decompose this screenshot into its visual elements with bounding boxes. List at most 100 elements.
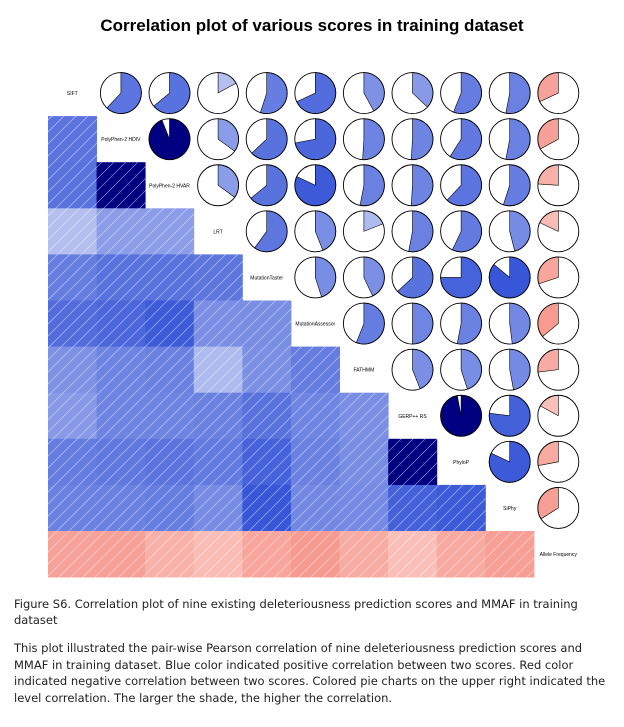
correlation-pie-outline: [342, 302, 385, 345]
correlation-square-hatch: [242, 484, 292, 532]
correlation-square-hatch: [96, 208, 146, 255]
variable-label: LRT: [213, 229, 222, 235]
correlation-pie-outline: [537, 118, 580, 161]
correlation-square-hatch: [436, 531, 486, 578]
correlation-square-hatch: [48, 531, 97, 578]
correlation-pie-outline: [440, 164, 483, 207]
correlation-pie-outline: [294, 256, 337, 299]
correlation-plot: SIFT PolyPhen-2 HDIV PolyPhen-2 HVAR LRT Mut…: [48, 72, 580, 578]
correlation-square-hatch: [145, 208, 195, 255]
correlation-pie-outline: [440, 210, 483, 253]
variable-label: MutationAssessor: [295, 322, 335, 328]
correlation-pie-outline: [197, 164, 240, 207]
correlation-pie-outline: [391, 164, 434, 207]
correlation-pie-outline: [537, 256, 580, 299]
correlation-pie-outline: [391, 210, 434, 253]
correlation-square-hatch: [96, 531, 146, 578]
correlation-square-hatch: [388, 438, 438, 486]
correlation-square-hatch: [193, 392, 243, 440]
correlation-pie-slice: [509, 348, 531, 391]
figure-caption: Figure S6. Correlation plot of nine exis…: [14, 596, 614, 706]
correlation-square-hatch: [96, 438, 146, 486]
correlation-square-hatch: [339, 484, 389, 532]
correlation-pie-slice: [362, 118, 385, 160]
correlation-square-hatch: [145, 300, 195, 347]
correlation-pie-outline: [537, 72, 580, 115]
correlation-square-hatch: [291, 531, 340, 578]
correlation-pie-outline: [148, 72, 191, 115]
correlation-pie-outline: [488, 302, 531, 345]
correlation-square-hatch: [48, 392, 97, 440]
correlation-pie-outline: [537, 348, 580, 391]
correlation-square-hatch: [48, 484, 97, 532]
correlation-square-hatch: [193, 484, 243, 532]
correlation-square-hatch: [242, 392, 292, 440]
correlation-pie-slice: [410, 164, 434, 207]
variable-label: PhyloP: [453, 460, 470, 466]
correlation-pie-outline: [245, 72, 288, 115]
correlation-pie-outline: [391, 302, 434, 345]
correlation-square-hatch: [242, 531, 292, 578]
correlation-square-hatch: [145, 484, 195, 532]
correlation-pie-outline: [440, 302, 483, 345]
correlation-pie-outline: [294, 210, 337, 253]
correlation-square-hatch: [242, 438, 292, 486]
variable-label: PolyPhen-2 HDIV: [101, 137, 141, 143]
correlation-pie-outline: [488, 394, 531, 437]
correlation-square-hatch: [242, 346, 292, 394]
correlation-pie-outline: [537, 302, 580, 345]
correlation-square-hatch: [48, 254, 97, 301]
correlation-square-hatch: [291, 438, 340, 486]
correlation-square-hatch: [48, 438, 97, 486]
correlation-square-hatch: [96, 162, 146, 209]
correlation-square-hatch: [436, 484, 486, 532]
correlation-square-hatch: [145, 531, 195, 578]
correlation-square-hatch: [48, 116, 97, 163]
correlation-pie-outline: [342, 164, 385, 207]
correlation-pie-outline: [537, 164, 580, 207]
correlation-square-hatch: [145, 438, 195, 486]
correlation-pie-outline: [391, 118, 434, 161]
correlation-pie-outline: [537, 440, 580, 483]
correlation-pie-outline: [488, 210, 531, 253]
correlation-pie-outline: [440, 256, 483, 299]
correlation-pie-outline: [245, 164, 288, 207]
correlation-square-hatch: [48, 300, 97, 347]
correlation-square-hatch: [96, 392, 146, 440]
correlation-pie-outline: [342, 256, 385, 299]
correlation-pie-slice: [410, 118, 434, 160]
correlation-pie-outline: [342, 72, 385, 115]
correlation-square-hatch: [145, 346, 195, 394]
correlation-pie-outline: [488, 440, 531, 483]
correlation-square-hatch: [388, 484, 438, 532]
correlation-pie-outline: [537, 210, 580, 253]
correlation-square-hatch: [48, 208, 97, 255]
correlation-pie-slice: [456, 302, 482, 345]
correlation-square-hatch: [242, 300, 292, 347]
correlation-pie-outline: [488, 348, 531, 391]
correlation-pie-outline: [537, 487, 580, 529]
variable-label: PolyPhen-2 HVAR: [149, 183, 190, 189]
correlation-pie-outline: [488, 256, 531, 299]
correlation-square-hatch: [193, 438, 243, 486]
correlation-pie-outline: [440, 394, 483, 437]
correlation-pie-outline: [148, 118, 191, 161]
correlation-pie-slice: [505, 72, 531, 114]
correlation-square-hatch: [96, 484, 146, 532]
correlation-pie-outline: [245, 210, 288, 253]
correlation-pie-outline: [391, 256, 434, 299]
variable-label: Allele Frequency: [540, 552, 578, 558]
correlation-pie-outline: [488, 72, 531, 115]
correlation-square-hatch: [339, 531, 389, 578]
correlation-pie-slice: [509, 302, 531, 345]
correlation-square-hatch: [48, 162, 97, 209]
correlation-square-hatch: [388, 531, 438, 578]
correlation-pie-outline: [391, 72, 434, 115]
correlation-square-hatch: [193, 531, 243, 578]
correlation-pie-slice: [408, 210, 434, 253]
correlation-pie-slice: [412, 302, 434, 345]
correlation-pie-outline: [342, 118, 385, 161]
variable-label: SIFT: [67, 91, 78, 97]
correlation-square-hatch: [485, 531, 535, 578]
correlation-square-hatch: [291, 346, 340, 394]
